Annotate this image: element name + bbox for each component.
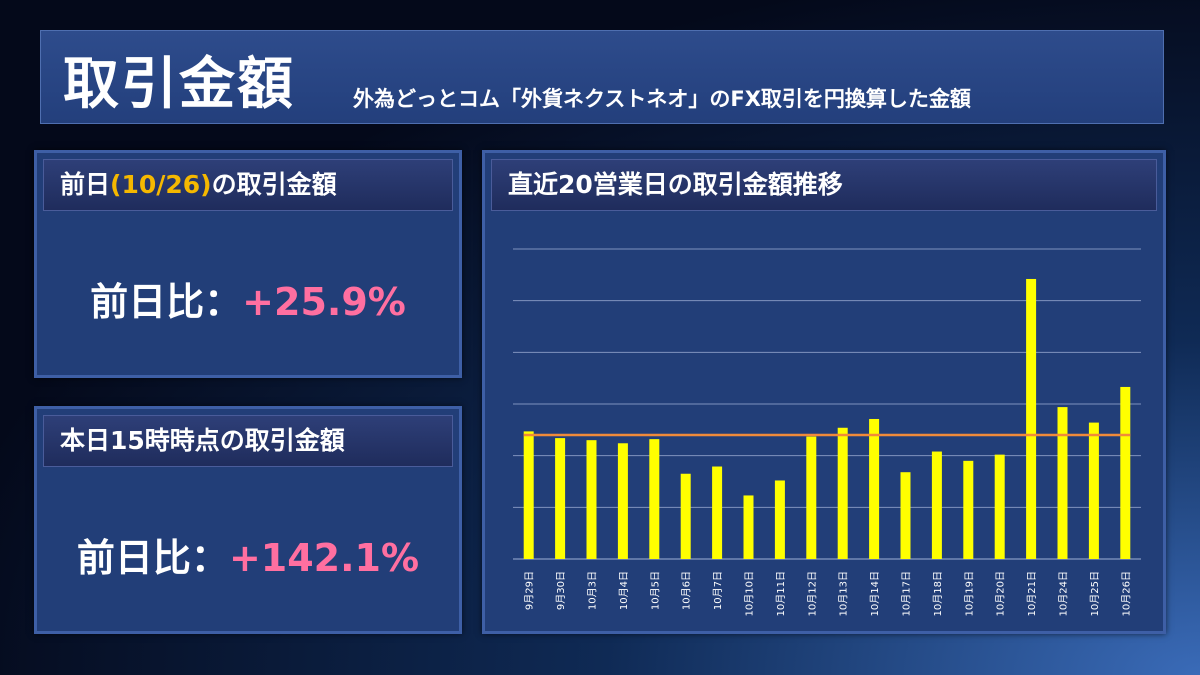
bar-4	[617, 443, 628, 559]
page-title: 取引金額	[63, 52, 295, 117]
x-tick-label: 10月25日	[1089, 571, 1101, 616]
today-ratio-label: 前日比：	[76, 536, 229, 580]
bar-5	[649, 439, 660, 559]
bar-16	[994, 454, 1005, 559]
bar-3	[586, 440, 597, 559]
bar-6	[680, 473, 691, 559]
bar-1	[523, 431, 534, 559]
x-tick-label: 10月20日	[995, 571, 1007, 616]
x-tick-label: 10月6日	[681, 571, 693, 610]
bar-11	[837, 427, 848, 559]
bar-12	[869, 418, 880, 559]
x-tick-label: 10月13日	[838, 571, 850, 616]
x-tick-label: 10月26日	[1120, 571, 1132, 616]
bar-17	[1026, 278, 1037, 559]
bar-18	[1057, 407, 1068, 559]
x-tick-label: 10月21日	[1026, 571, 1038, 616]
x-tick-label: 10月5日	[649, 571, 661, 610]
bar-13	[900, 472, 911, 559]
previous-day-ratio: 前日比：+25.9%	[37, 271, 459, 326]
page-subtitle: 外為どっとコム「外貨ネクストネオ」のFX取引を円換算した金額	[353, 87, 971, 111]
x-tick-label: 10月18日	[932, 571, 944, 616]
chart-panel: 直近20営業日の取引金額推移 9月29日 9月30日 10月3日 10月4日 10月5日…	[482, 150, 1166, 634]
bar-20	[1120, 386, 1131, 559]
previous-day-ratio-value: +25.9%	[242, 280, 406, 324]
x-tick-label: 10月14日	[869, 571, 881, 616]
x-tick-label: 9月29日	[524, 571, 536, 610]
x-tick-label: 10月11日	[775, 571, 787, 616]
trading-amount-chart: 9月29日 9月30日 10月3日 10月4日 10月5日 10月6日 10月7日 10月10…	[513, 248, 1141, 616]
x-tick-label: 10月17日	[901, 571, 913, 616]
previous-day-head-suffix: の取引金額	[211, 170, 337, 199]
bar-15	[963, 460, 974, 559]
x-tick-label: 10月4日	[618, 571, 630, 610]
bar-14	[931, 451, 942, 559]
chart-panel-header: 直近20営業日の取引金額推移	[491, 159, 1157, 211]
previous-day-panel-header: 前日(10/26)の取引金額	[43, 159, 453, 211]
bar-10	[806, 436, 817, 559]
x-tick-label: 9月30日	[555, 571, 567, 610]
bar-19	[1088, 422, 1099, 559]
bar-7	[712, 466, 723, 559]
bar-9	[774, 480, 785, 559]
previous-day-panel: 前日(10/26)の取引金額 前日比：+25.9%	[34, 150, 462, 378]
today-panel-header: 本日15時時点の取引金額	[43, 415, 453, 467]
previous-day-head-prefix: 前日	[60, 170, 111, 199]
today-panel: 本日15時時点の取引金額 前日比：+142.1%	[34, 406, 462, 634]
x-tick-label: 10月24日	[1058, 571, 1070, 616]
previous-day-date: (10/26)	[110, 170, 212, 199]
header-bar: 取引金額 外為どっとコム「外貨ネクストネオ」のFX取引を円換算した金額	[40, 30, 1164, 124]
bar-2	[555, 438, 566, 559]
x-tick-label: 10月3日	[587, 571, 599, 610]
x-tick-label: 10月12日	[806, 571, 818, 616]
today-ratio-value: +142.1%	[228, 536, 420, 580]
x-tick-label: 10月7日	[712, 571, 724, 610]
x-tick-label: 10月10日	[744, 571, 756, 616]
bar-8	[743, 495, 754, 559]
today-ratio: 前日比：+142.1%	[37, 527, 459, 582]
previous-day-ratio-label: 前日比：	[90, 280, 243, 324]
x-tick-label: 10月19日	[963, 571, 975, 616]
